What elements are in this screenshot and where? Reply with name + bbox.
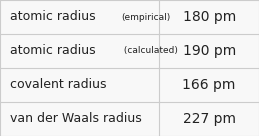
Text: (empirical): (empirical) xyxy=(121,13,170,21)
Text: 180 pm: 180 pm xyxy=(183,10,236,24)
Text: 190 pm: 190 pm xyxy=(183,44,236,58)
Text: atomic radius: atomic radius xyxy=(10,44,96,58)
Text: (calculated): (calculated) xyxy=(121,47,178,55)
Text: van der Waals radius: van der Waals radius xyxy=(10,112,142,126)
Text: covalent radius: covalent radius xyxy=(10,78,107,92)
Text: atomic radius: atomic radius xyxy=(10,10,96,24)
Text: 166 pm: 166 pm xyxy=(182,78,236,92)
Text: 227 pm: 227 pm xyxy=(183,112,236,126)
